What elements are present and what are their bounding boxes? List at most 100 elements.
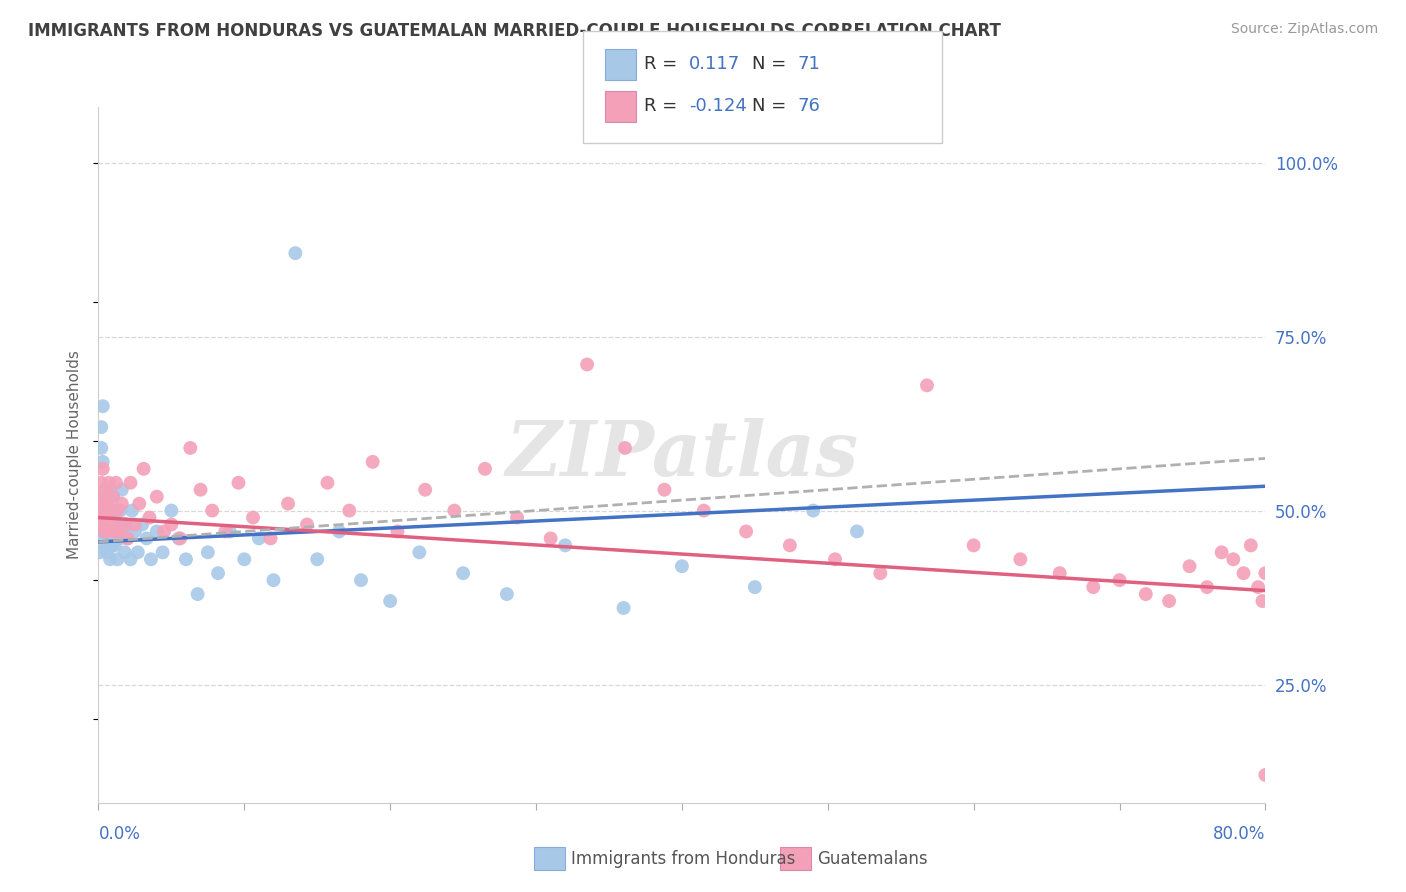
Point [103, 510, 125, 524]
Point [824, 552, 846, 566]
Point [540, 532, 562, 546]
Point [361, 455, 384, 469]
Point [93, 524, 115, 539]
Text: Source: ZipAtlas.com: Source: ZipAtlas.com [1230, 22, 1378, 37]
Point [101, 524, 124, 539]
Point [1254, 566, 1277, 581]
Point [94, 483, 117, 497]
Point [408, 545, 430, 559]
Point [94, 497, 117, 511]
Point [614, 441, 637, 455]
Point [131, 517, 153, 532]
Point [132, 462, 155, 476]
Point [845, 524, 868, 539]
Point [801, 503, 824, 517]
Point [242, 510, 264, 524]
Point [120, 552, 142, 566]
Point [93, 532, 115, 546]
Point [316, 475, 339, 490]
Point [413, 483, 436, 497]
Point [1247, 580, 1270, 594]
Point [1240, 538, 1263, 552]
Point [554, 538, 576, 552]
Point [115, 517, 138, 532]
Point [91, 399, 114, 413]
Point [89, 545, 111, 559]
Point [91, 455, 114, 469]
Point [101, 490, 124, 504]
Point [98, 483, 121, 497]
Point [337, 503, 360, 517]
Point [128, 497, 150, 511]
Point [96, 524, 118, 539]
Point [117, 532, 139, 546]
Point [474, 462, 496, 476]
Point [96, 510, 118, 524]
Point [89, 524, 111, 539]
Point [96, 545, 118, 559]
Point [127, 545, 149, 559]
Point [1232, 566, 1254, 581]
Point [98, 524, 121, 539]
Point [111, 497, 134, 511]
Point [94, 517, 117, 532]
Point [262, 573, 284, 587]
Point [277, 497, 299, 511]
Point [160, 517, 183, 532]
Point [214, 524, 236, 539]
Point [1083, 580, 1105, 594]
Point [101, 490, 124, 504]
Point [169, 532, 191, 546]
Point [93, 517, 115, 532]
Text: -0.124: -0.124 [689, 97, 747, 115]
Point [735, 524, 758, 539]
Text: N =: N = [752, 55, 786, 73]
Point [110, 503, 132, 517]
Point [1108, 573, 1130, 587]
Point [108, 524, 131, 539]
Point [114, 517, 136, 532]
Point [100, 517, 122, 532]
Point [91, 510, 114, 524]
Point [259, 532, 281, 546]
Point [104, 475, 127, 490]
Point [96, 497, 118, 511]
Point [247, 532, 270, 546]
Point [105, 532, 128, 546]
Point [110, 532, 132, 546]
Point [103, 538, 125, 552]
Point [1010, 552, 1032, 566]
Point [104, 503, 127, 517]
Text: IMMIGRANTS FROM HONDURAS VS GUATEMALAN MARRIED-COUPLE HOUSEHOLDS CORRELATION CHA: IMMIGRANTS FROM HONDURAS VS GUATEMALAN M… [28, 22, 1001, 40]
Point [187, 587, 209, 601]
Point [139, 552, 162, 566]
Point [1195, 580, 1218, 594]
Point [100, 538, 122, 552]
Point [915, 378, 938, 392]
Point [576, 358, 599, 372]
Point [1135, 587, 1157, 601]
Point [506, 510, 529, 524]
Point [89, 517, 111, 532]
Point [91, 462, 114, 476]
Point [228, 475, 250, 490]
Point [671, 559, 693, 574]
Point [307, 552, 329, 566]
Point [120, 475, 142, 490]
Point [146, 490, 169, 504]
Point [295, 517, 318, 532]
Text: 71: 71 [797, 55, 820, 73]
Point [350, 573, 373, 587]
Point [90, 420, 112, 434]
Text: 80.0%: 80.0% [1213, 825, 1265, 843]
Point [135, 532, 157, 546]
Point [98, 503, 121, 517]
Point [93, 490, 115, 504]
Point [1159, 594, 1181, 608]
Point [174, 552, 197, 566]
Point [97, 475, 120, 490]
Point [1251, 594, 1274, 608]
Point [117, 532, 139, 546]
Text: 76: 76 [797, 97, 820, 115]
Text: R =: R = [644, 97, 678, 115]
